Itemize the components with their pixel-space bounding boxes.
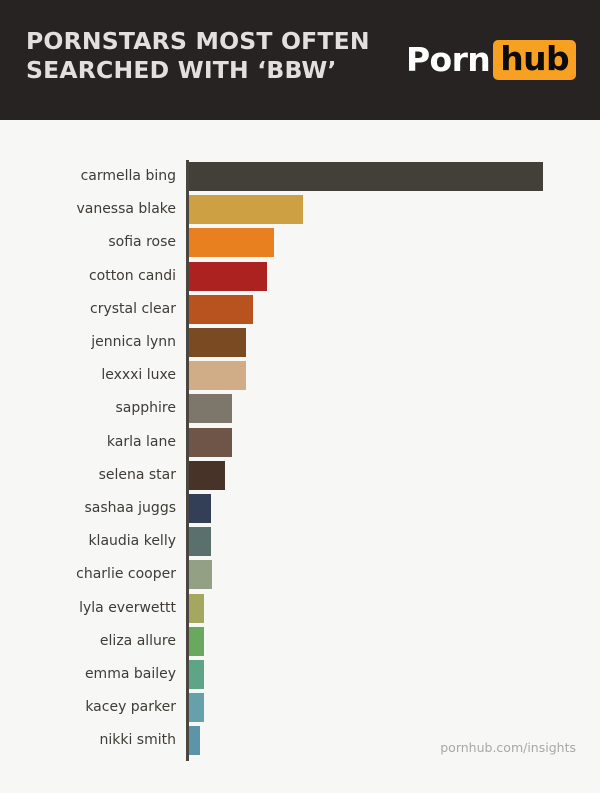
bar-label: charlie cooper: [76, 566, 176, 583]
bar-segment: [189, 693, 204, 723]
bar-segment: [189, 560, 212, 590]
bar-row: lexxxi luxe: [0, 361, 600, 394]
y-axis-line: [186, 160, 189, 761]
bar-row: carmella bing: [0, 162, 600, 195]
bar-label: klaudia kelly: [88, 533, 176, 550]
plot-area: carmella bing vanessa blake sofia rose cott…: [0, 120, 600, 793]
bar-label: jennica lynn: [91, 334, 176, 350]
source-note: pornhub.com/insights: [440, 740, 576, 755]
bar-label: sofia rose: [108, 234, 176, 251]
bar-label: vanessa blake: [76, 201, 176, 218]
bar-label: eliza allure: [99, 632, 176, 649]
bar-label: sashaa juggs: [84, 500, 176, 516]
bar-row: jennica lynn: [0, 328, 600, 361]
bar-row: sofia rose: [0, 228, 600, 261]
bar-segment: [189, 294, 254, 324]
bar-row: vanessa blake: [0, 195, 600, 228]
page-title: PORNSTARS MOST OFTEN SEARCHED WITH ‘BBW’: [26, 27, 370, 84]
bar-label: carmella bing: [80, 168, 176, 184]
bar-segment: [189, 460, 225, 490]
bar-label: sapphire: [115, 400, 176, 417]
bar-segment: [189, 626, 204, 656]
bar-row: sashaa juggs: [0, 494, 600, 527]
pornhub-logo: Porn hub: [406, 40, 576, 80]
bar-row: sapphire: [0, 394, 600, 427]
bar-label: selena star: [98, 466, 176, 483]
bar-segment: [189, 427, 232, 457]
bar-segment: [189, 328, 246, 357]
bar-row: emma bailey: [0, 660, 600, 693]
bar-label: emma bailey: [84, 666, 176, 682]
bar-row: eliza allure: [0, 626, 600, 660]
bar-label: lyla everwettt: [79, 599, 176, 616]
bar-label: karla lane: [106, 433, 176, 450]
header-bar: PORNSTARS MOST OFTEN SEARCHED WITH ‘BBW’…: [0, 0, 600, 120]
bar-segment: [189, 394, 232, 424]
bar-row: nikki smith: [0, 726, 600, 759]
bar-row: cotton candi: [0, 261, 600, 295]
bar-label: crystal clear: [90, 300, 176, 317]
bar-segment: [189, 593, 204, 623]
bar-label: lexxxi luxe: [101, 367, 176, 384]
bar-label: kacey parker: [85, 699, 176, 716]
bar-row: kacey parker: [0, 693, 600, 726]
bar-segment: [189, 261, 267, 291]
bar-label: nikki smith: [99, 732, 176, 749]
bar-segment: [189, 660, 204, 689]
bar-segment: [189, 494, 211, 523]
bar-segment: [189, 162, 543, 191]
bar-row: selena star: [0, 460, 600, 494]
bar-segment: [189, 228, 274, 258]
bar-row: klaudia kelly: [0, 527, 600, 560]
bar-row: crystal clear: [0, 294, 600, 328]
logo-text-porn: Porn: [405, 40, 491, 79]
bar-segment: [189, 195, 303, 225]
bar-chart: carmella bing vanessa blake sofia rose cott…: [0, 120, 600, 793]
bar-row: karla lane: [0, 427, 600, 461]
bar-row: lyla everwettt: [0, 593, 600, 627]
bar-segment: [189, 361, 246, 391]
logo-text-hub: hub: [493, 40, 576, 80]
bar-segment: [189, 527, 211, 557]
bar-segment: [189, 726, 200, 756]
bar-label: cotton candi: [88, 267, 176, 284]
bar-row: charlie cooper: [0, 560, 600, 593]
